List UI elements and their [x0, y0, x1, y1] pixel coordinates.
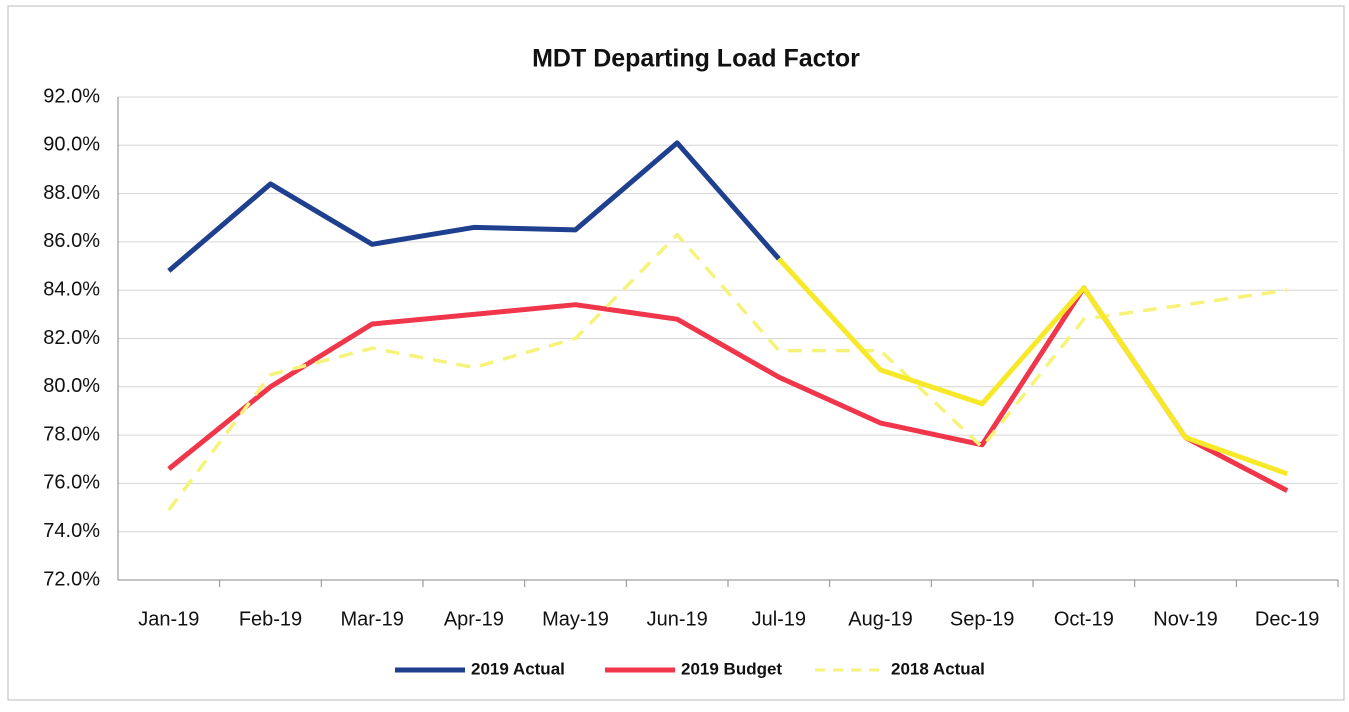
y-tick-label: 82.0%	[43, 327, 100, 349]
y-tick-label: 78.0%	[43, 423, 100, 445]
x-tick-label: Apr-19	[444, 608, 504, 630]
x-tick-label: Feb-19	[239, 608, 302, 630]
chart-frame	[7, 5, 1345, 701]
x-tick-label: Aug-19	[848, 608, 913, 630]
y-tick-label: 72.0%	[43, 568, 100, 590]
x-tick-label: Jun-19	[647, 608, 708, 630]
x-tick-label: Oct-19	[1054, 608, 1114, 630]
y-tick-label: 80.0%	[43, 375, 100, 397]
x-tick-label: May-19	[542, 608, 609, 630]
x-tick-label: Jul-19	[752, 608, 806, 630]
y-tick-label: 74.0%	[43, 520, 100, 542]
legend-label: 2019 Actual	[471, 659, 565, 678]
y-tick-label: 86.0%	[43, 230, 100, 252]
x-tick-label: Jan-19	[138, 608, 199, 630]
y-tick-label: 84.0%	[43, 278, 100, 300]
x-tick-label: Sep-19	[950, 608, 1015, 630]
y-tick-label: 76.0%	[43, 472, 100, 494]
y-tick-label: 92.0%	[43, 85, 100, 107]
series-line	[776, 257, 1289, 477]
legend-label: 2019 Budget	[681, 659, 782, 678]
x-tick-label: Nov-19	[1153, 608, 1217, 630]
y-tick-label: 88.0%	[43, 182, 100, 204]
x-tick-label: Mar-19	[340, 608, 403, 630]
x-tick-label: Dec-19	[1255, 608, 1319, 630]
chart-title: MDT Departing Load Factor	[532, 45, 860, 73]
legend-label: 2018 Actual	[891, 659, 985, 678]
series-line	[167, 140, 781, 273]
y-tick-label: 90.0%	[43, 134, 100, 156]
